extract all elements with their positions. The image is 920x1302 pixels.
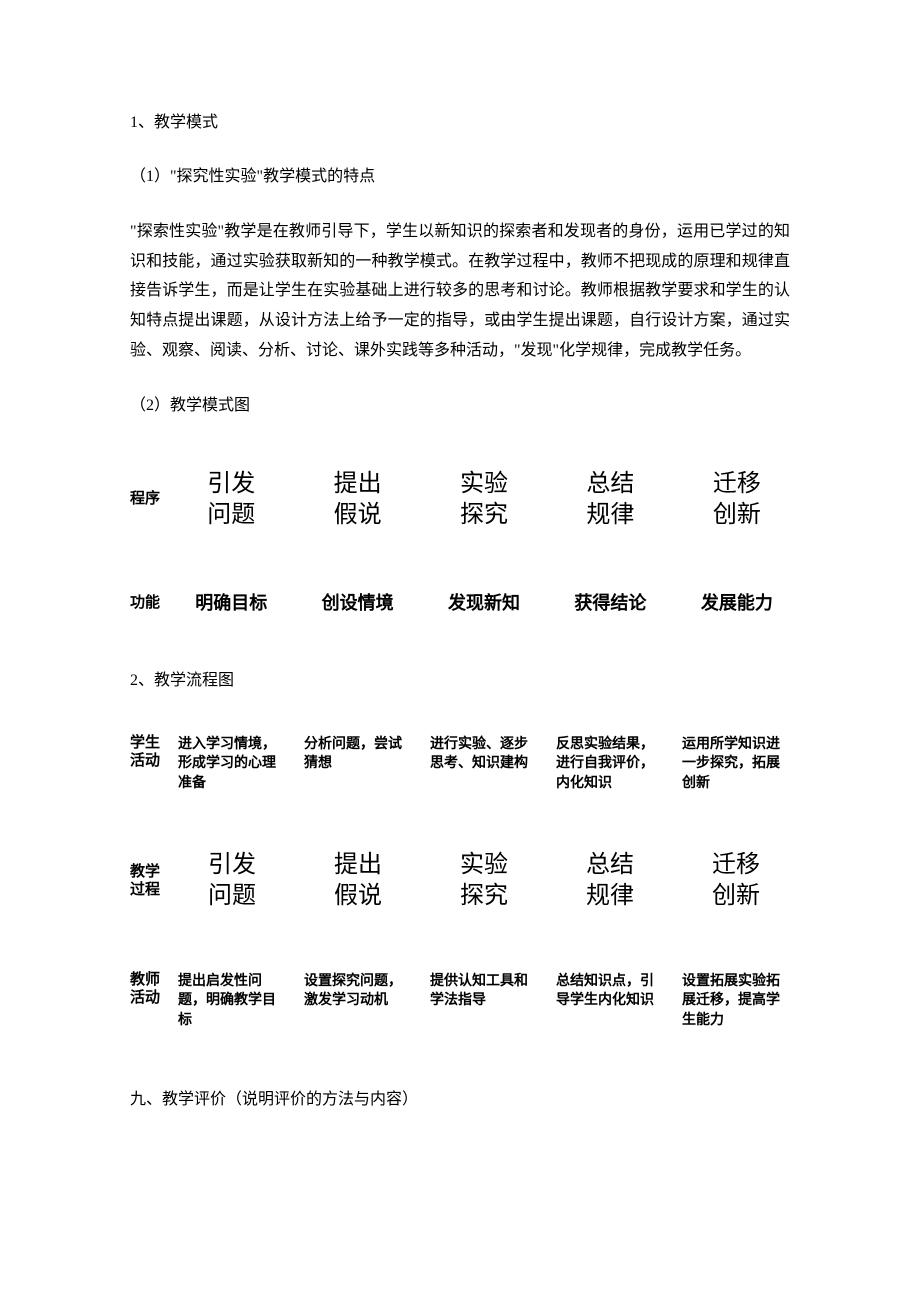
- process-cell: 总结规律: [556, 850, 664, 912]
- student-cell: 运用所学知识进一步探究，拓展创新: [682, 734, 790, 793]
- process-cell: 引发问题: [178, 850, 286, 912]
- section-heading-2: 2、教学流程图: [130, 668, 790, 694]
- teacher-cell: 提供认知工具和学法指导: [430, 971, 538, 1030]
- teacher-cell: 提出启发性问题，明确教学目标: [178, 971, 286, 1030]
- diagram-row-procedure: 程序 引发问题 提出假说 实验探究 总结规律 迁移创新: [130, 469, 790, 531]
- teaching-flow-diagram: 学生活动 进入学习情境，形成学习的心理准备 分析问题，尝试猜想 进行实验、逐步思…: [130, 734, 790, 1030]
- flow-label-teacher: 教师活动: [130, 971, 178, 1007]
- teaching-model-diagram: 程序 引发问题 提出假说 实验探究 总结规律 迁移创新 功能 明确目标 创设情境…: [130, 469, 790, 618]
- process-cell: 实验探究: [430, 850, 538, 912]
- function-cell: 明确目标: [178, 589, 284, 618]
- process-cell: 迁移创新: [682, 850, 790, 912]
- student-cell: 进行实验、逐步思考、知识建构: [430, 734, 538, 793]
- function-cells: 明确目标 创设情境 发现新知 获得结论 发展能力: [178, 589, 790, 618]
- sub-heading-1: （1）"探究性实验"教学模式的特点: [130, 164, 790, 190]
- procedure-cell: 迁移创新: [684, 469, 790, 531]
- process-cells: 引发问题 提出假说 实验探究 总结规律 迁移创新: [178, 850, 790, 912]
- function-cell: 获得结论: [557, 589, 663, 618]
- teacher-cell: 设置拓展实验拓展迁移，提高学生能力: [682, 971, 790, 1030]
- flow-row-teacher: 教师活动 提出启发性问题，明确教学目标 设置探究问题，激发学习动机 提供认知工具…: [130, 971, 790, 1030]
- teacher-cell: 总结知识点，引导学生内化知识: [556, 971, 664, 1030]
- section-heading-9: 九、教学评价（说明评价的方法与内容）: [130, 1087, 790, 1113]
- function-cell: 发现新知: [431, 589, 537, 618]
- procedure-cell: 引发问题: [178, 469, 284, 531]
- teacher-cell: 设置探究问题，激发学习动机: [304, 971, 412, 1030]
- flow-label-student: 学生活动: [130, 734, 178, 770]
- student-cell: 反思实验结果，进行自我评价，内化知识: [556, 734, 664, 793]
- function-cell: 创设情境: [304, 589, 410, 618]
- main-paragraph: "探索性实验"教学是在教师引导下，学生以新知识的探索者和发现者的身份，运用已学过…: [130, 217, 790, 365]
- procedure-cells: 引发问题 提出假说 实验探究 总结规律 迁移创新: [178, 469, 790, 531]
- student-cell: 进入学习情境，形成学习的心理准备: [178, 734, 286, 793]
- student-cells: 进入学习情境，形成学习的心理准备 分析问题，尝试猜想 进行实验、逐步思考、知识建…: [178, 734, 790, 793]
- section-heading-1: 1、教学模式: [130, 110, 790, 136]
- row-label-procedure: 程序: [130, 490, 178, 510]
- process-cell: 提出假说: [304, 850, 412, 912]
- flow-label-process: 教学过程: [130, 863, 178, 899]
- row-label-function: 功能: [130, 594, 178, 614]
- flow-row-process: 教学过程 引发问题 提出假说 实验探究 总结规律 迁移创新: [130, 850, 790, 912]
- function-cell: 发展能力: [684, 589, 790, 618]
- procedure-cell: 总结规律: [557, 469, 663, 531]
- diagram-row-function: 功能 明确目标 创设情境 发现新知 获得结论 发展能力: [130, 589, 790, 618]
- procedure-cell: 实验探究: [431, 469, 537, 531]
- student-cell: 分析问题，尝试猜想: [304, 734, 412, 793]
- flow-row-student: 学生活动 进入学习情境，形成学习的心理准备 分析问题，尝试猜想 进行实验、逐步思…: [130, 734, 790, 793]
- procedure-cell: 提出假说: [304, 469, 410, 531]
- sub-heading-2: （2）教学模式图: [130, 393, 790, 419]
- teacher-cells: 提出启发性问题，明确教学目标 设置探究问题，激发学习动机 提供认知工具和学法指导…: [178, 971, 790, 1030]
